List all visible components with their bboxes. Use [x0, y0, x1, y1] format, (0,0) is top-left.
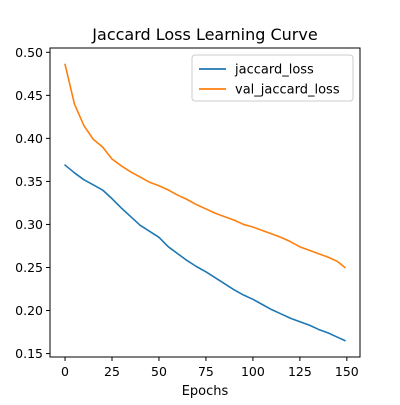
- legend-label-jaccard-loss: jaccard_loss: [234, 63, 314, 78]
- y-tick-label: 0.40: [15, 131, 43, 146]
- x-tick-label: 100: [241, 364, 265, 379]
- y-tick-label: 0.50: [15, 45, 43, 60]
- y-tick-label: 0.20: [15, 303, 43, 318]
- x-axis-label: Epochs: [182, 384, 229, 399]
- x-tick-label: 150: [335, 364, 359, 379]
- x-tick-label: 25: [104, 364, 120, 379]
- y-tick-label: 0.35: [15, 174, 43, 189]
- y-tick-label: 0.30: [15, 217, 43, 232]
- legend: jaccard_loss val_jaccard_loss: [192, 55, 353, 101]
- x-tick-label: 125: [288, 364, 312, 379]
- x-tick-label: 0: [61, 364, 69, 379]
- y-tick-label: 0.25: [15, 260, 43, 275]
- legend-label-val-jaccard-loss: val_jaccard_loss: [235, 83, 340, 98]
- y-tick-label: 0.45: [15, 88, 43, 103]
- y-tick-label: 0.15: [15, 346, 43, 361]
- x-tick-label: 75: [198, 364, 214, 379]
- chart-title: Jaccard Loss Learning Curve: [91, 25, 317, 44]
- x-tick-label: 50: [151, 364, 167, 379]
